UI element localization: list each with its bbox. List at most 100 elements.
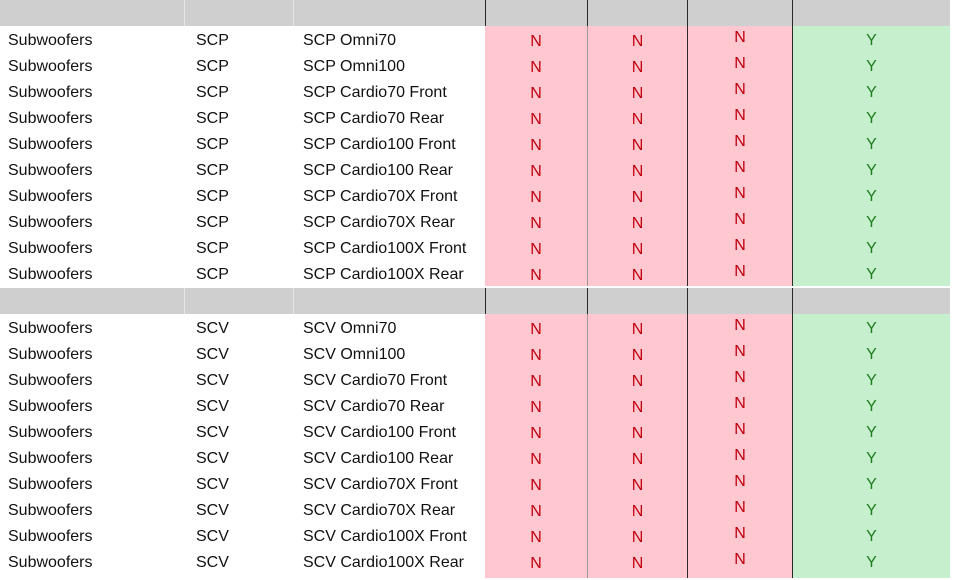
- brand-cell: SCV: [196, 424, 229, 441]
- table-row: Subwoofers SCP SCP Cardio100X Rear N N N…: [0, 260, 950, 286]
- header-cell: [293, 0, 485, 26]
- value-cell-no: N: [687, 470, 792, 496]
- value-cell-yes: Y: [792, 470, 950, 496]
- model-cell: SCV Omni70: [303, 320, 397, 337]
- header-cell: [792, 0, 950, 26]
- model-cell: SCV Cardio70X Rear: [303, 502, 456, 519]
- value-cell-no: N: [687, 522, 792, 548]
- section-separator-row: [0, 288, 950, 314]
- category-cell: Subwoofers: [8, 502, 93, 519]
- category-cell: Subwoofers: [8, 162, 93, 179]
- value-cell-yes: Y: [792, 52, 950, 78]
- value-cell-no: N: [485, 130, 587, 156]
- value-cell-no: N: [587, 444, 687, 470]
- value-cell-no: N: [687, 340, 792, 366]
- table-row: Subwoofers SCV SCV Cardio70X Rear N N N …: [0, 496, 950, 522]
- value-cell-yes: Y: [792, 234, 950, 260]
- value-cell-no: N: [687, 548, 792, 578]
- category-cell: Subwoofers: [8, 84, 93, 101]
- category-cell: Subwoofers: [8, 58, 93, 75]
- category-cell: Subwoofers: [8, 214, 93, 231]
- value-cell-yes: Y: [792, 444, 950, 470]
- value-cell-no: N: [687, 52, 792, 78]
- value-cell-no: N: [485, 522, 587, 548]
- model-cell: SCV Cardio70X Front: [303, 476, 458, 493]
- model-cell: SCV Cardio100 Rear: [303, 450, 454, 467]
- value-cell-yes: Y: [792, 78, 950, 104]
- brand-cell: SCV: [196, 346, 229, 363]
- model-cell: SCP Omni70: [303, 32, 397, 49]
- value-cell-no: N: [587, 182, 687, 208]
- value-cell-no: N: [587, 340, 687, 366]
- model-cell: SCP Cardio70X Rear: [303, 214, 455, 231]
- model-cell: SCP Cardio100 Rear: [303, 162, 454, 179]
- value-cell-yes: Y: [792, 156, 950, 182]
- value-cell-no: N: [587, 496, 687, 522]
- table-row: Subwoofers SCP SCP Cardio70X Front N N N…: [0, 182, 950, 208]
- value-cell-no: N: [485, 366, 587, 392]
- table-row: Subwoofers SCV SCV Omni70 N N N Y: [0, 314, 950, 340]
- value-cell-no: N: [687, 496, 792, 522]
- value-cell-no: N: [485, 78, 587, 104]
- table-row: Subwoofers SCV SCV Cardio100X Front N N …: [0, 522, 950, 548]
- model-cell: SCP Cardio100 Front: [303, 136, 456, 153]
- table-row: Subwoofers SCP SCP Cardio100 Front N N N…: [0, 130, 950, 156]
- table-row: Subwoofers SCV SCV Cardio70 Front N N N …: [0, 366, 950, 392]
- category-cell: Subwoofers: [8, 320, 93, 337]
- model-cell: SCV Cardio70 Front: [303, 372, 448, 389]
- value-cell-no: N: [485, 496, 587, 522]
- value-cell-no: N: [687, 104, 792, 130]
- value-cell-no: N: [687, 234, 792, 260]
- table-row: Subwoofers SCP SCP Cardio70X Rear N N N …: [0, 208, 950, 234]
- value-cell-no: N: [485, 104, 587, 130]
- value-cell-yes: Y: [792, 182, 950, 208]
- value-cell-yes: Y: [792, 208, 950, 234]
- table-row: Subwoofers SCP SCP Cardio70 Front N N N …: [0, 78, 950, 104]
- value-cell-yes: Y: [792, 392, 950, 418]
- brand-cell: SCV: [196, 320, 229, 337]
- header-cell: [485, 0, 587, 26]
- value-cell-yes: Y: [792, 496, 950, 522]
- brand-cell: SCP: [196, 188, 229, 205]
- model-cell: SCV Cardio70 Rear: [303, 398, 445, 415]
- brand-cell: SCP: [196, 58, 229, 75]
- value-cell-no: N: [587, 418, 687, 444]
- value-cell-no: N: [485, 260, 587, 286]
- value-cell-no: N: [587, 366, 687, 392]
- separator-cell: [587, 288, 687, 314]
- brand-cell: SCP: [196, 162, 229, 179]
- model-cell: SCV Omni100: [303, 346, 406, 363]
- category-cell: Subwoofers: [8, 136, 93, 153]
- value-cell-no: N: [485, 156, 587, 182]
- value-cell-no: N: [687, 444, 792, 470]
- brand-cell: SCV: [196, 502, 229, 519]
- value-cell-no: N: [485, 52, 587, 78]
- brand-cell: SCV: [196, 476, 229, 493]
- brand-cell: SCV: [196, 528, 229, 545]
- brand-cell: SCV: [196, 450, 229, 467]
- value-cell-no: N: [587, 130, 687, 156]
- separator-cell: [687, 288, 792, 314]
- value-cell-no: N: [687, 314, 792, 340]
- value-cell-yes: Y: [792, 366, 950, 392]
- separator-cell: [0, 288, 184, 314]
- category-cell: Subwoofers: [8, 346, 93, 363]
- model-cell: SCP Omni100: [303, 58, 405, 75]
- value-cell-no: N: [587, 78, 687, 104]
- value-cell-no: N: [485, 418, 587, 444]
- value-cell-no: N: [587, 26, 687, 52]
- value-cell-no: N: [485, 234, 587, 260]
- value-cell-yes: Y: [792, 418, 950, 444]
- table-row: Subwoofers SCV SCV Cardio100 Front N N N…: [0, 418, 950, 444]
- category-cell: Subwoofers: [8, 554, 93, 571]
- brand-cell: SCV: [196, 554, 229, 571]
- header-cell: [184, 0, 293, 26]
- category-cell: Subwoofers: [8, 450, 93, 467]
- value-cell-no: N: [687, 182, 792, 208]
- category-cell: Subwoofers: [8, 188, 93, 205]
- value-cell-no: N: [587, 548, 687, 578]
- value-cell-yes: Y: [792, 522, 950, 548]
- category-cell: Subwoofers: [8, 110, 93, 127]
- table-row: Subwoofers SCV SCV Cardio100X Rear N N N…: [0, 548, 950, 578]
- header-cell: [587, 0, 687, 26]
